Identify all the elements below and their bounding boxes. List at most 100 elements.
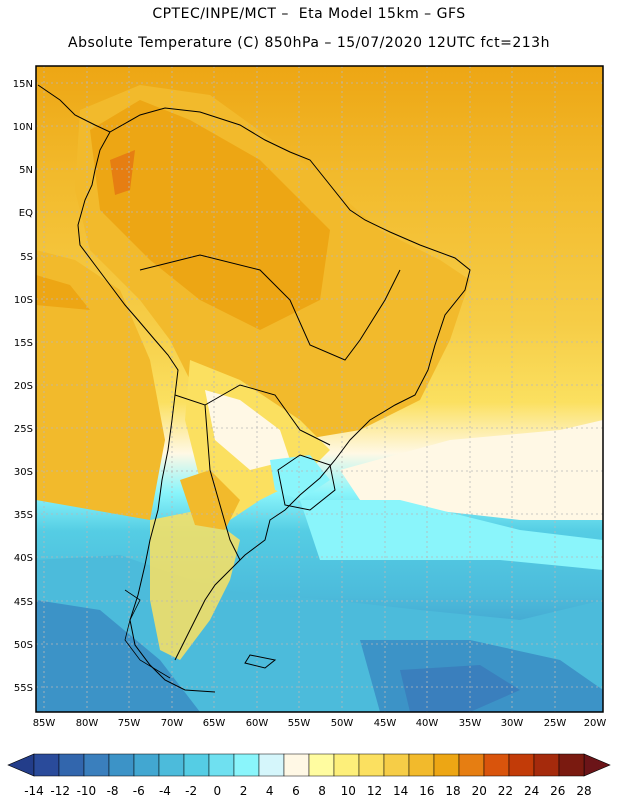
colorbar-label: -12 bbox=[50, 784, 70, 798]
colorbar-label: 14 bbox=[393, 784, 408, 798]
map-title-line-1: CPTEC/INPE/MCT – Eta Model 15km – GFS bbox=[152, 6, 466, 22]
atlantic-cyan-band bbox=[300, 500, 603, 570]
colorbar-cell bbox=[508, 753, 535, 777]
colorbar-cell bbox=[233, 753, 260, 777]
chaco-cool-patch bbox=[205, 390, 290, 470]
colorbar-cell bbox=[333, 753, 360, 777]
colorbar-label: -14 bbox=[24, 784, 44, 798]
colorbar-cell bbox=[308, 753, 335, 777]
lon-label: 70W bbox=[161, 718, 184, 729]
colorbar-cell bbox=[533, 753, 560, 777]
colorbar-cell bbox=[133, 753, 160, 777]
uruguay-outline bbox=[277, 454, 336, 511]
colorbar-label: -10 bbox=[77, 784, 97, 798]
colorbar-label: -4 bbox=[159, 784, 171, 798]
colorbar-label: -8 bbox=[107, 784, 119, 798]
colorbar-label: 22 bbox=[498, 784, 513, 798]
colorbar-cell bbox=[158, 753, 185, 777]
southern-border bbox=[174, 384, 331, 446]
colorbar-cell bbox=[108, 753, 135, 777]
lon-label: 35W bbox=[459, 718, 482, 729]
colorbar-cell bbox=[208, 753, 235, 777]
amazon-border bbox=[139, 254, 401, 361]
lon-label: 30W bbox=[501, 718, 524, 729]
colorbar-label: 20 bbox=[472, 784, 487, 798]
colorbar-label: 18 bbox=[445, 784, 460, 798]
colorbar-cell bbox=[33, 753, 60, 777]
lon-label: 55W bbox=[288, 718, 311, 729]
patagonia-warm-strip bbox=[150, 510, 240, 660]
west-coastline bbox=[37, 84, 216, 693]
colorbar-cell bbox=[358, 753, 385, 777]
lat-label: 50S bbox=[14, 640, 33, 651]
lat-label: 10S bbox=[14, 295, 33, 306]
lat-label: 30S bbox=[14, 467, 33, 478]
lon-label: 40W bbox=[416, 718, 439, 729]
colorbar-cell bbox=[183, 753, 210, 777]
colorbar-cell bbox=[58, 753, 85, 777]
colorbar: -14 -12 -10 -8 -6 -4 -2 0 2 4 6 8 10 12 14 16 18 20 22 24 26… bbox=[7, 753, 611, 798]
colorbar-label: 6 bbox=[292, 784, 300, 798]
lat-label: EQ bbox=[19, 208, 33, 219]
coastline-and-borders bbox=[37, 84, 471, 693]
colorbar-cell bbox=[283, 753, 310, 777]
lon-label: 75W bbox=[118, 718, 141, 729]
pacific-hot-patch bbox=[36, 275, 90, 310]
colorbar-cell bbox=[408, 753, 435, 777]
colorbar-label: 12 bbox=[367, 784, 382, 798]
pacific-warm-zone bbox=[36, 250, 165, 520]
colorbar-over-arrow bbox=[583, 753, 611, 777]
lat-label: 25S bbox=[14, 424, 33, 435]
atlantic-pale-band bbox=[340, 420, 603, 520]
colorbar-under-arrow bbox=[7, 753, 35, 777]
colorbar-cell bbox=[383, 753, 410, 777]
lon-label: 50W bbox=[331, 718, 354, 729]
colorbar-cell bbox=[83, 753, 110, 777]
lon-label: 80W bbox=[76, 718, 99, 729]
colorbar-label: 4 bbox=[266, 784, 274, 798]
temperature-field bbox=[36, 66, 603, 712]
colorbar-label: 8 bbox=[318, 784, 326, 798]
cuyo-warm-patch bbox=[180, 470, 240, 530]
falklands bbox=[244, 654, 277, 669]
lon-label: 60W bbox=[246, 718, 269, 729]
patagonia-islands bbox=[124, 589, 171, 679]
lat-label: 45S bbox=[14, 597, 33, 608]
colorbar-label: 10 bbox=[341, 784, 356, 798]
map-title-line-2: Absolute Temperature (C) 850hPa – 15/07/… bbox=[68, 35, 550, 51]
lat-label: 15S bbox=[14, 338, 33, 349]
lat-label: 5N bbox=[19, 165, 33, 176]
colorbar-label: 2 bbox=[240, 784, 248, 798]
southeast-pacific-colder bbox=[36, 600, 200, 712]
lon-label: 25W bbox=[544, 718, 567, 729]
lat-label: 35S bbox=[14, 510, 33, 521]
lon-label: 85W bbox=[33, 718, 56, 729]
south-atlantic-coldest bbox=[400, 665, 520, 712]
lon-label: 45W bbox=[374, 718, 397, 729]
lat-label: 40S bbox=[14, 553, 33, 564]
colorbar-label: 24 bbox=[524, 784, 539, 798]
colorbar-label: 16 bbox=[419, 784, 434, 798]
east-coastline bbox=[109, 107, 471, 661]
lat-label: 5S bbox=[20, 252, 33, 263]
amazon-hot-zone bbox=[90, 100, 330, 330]
colorbar-label: -2 bbox=[185, 784, 197, 798]
colorbar-cell bbox=[258, 753, 285, 777]
colorbar-label: 0 bbox=[214, 784, 222, 798]
lat-label: 10N bbox=[13, 122, 33, 133]
lon-label: 65W bbox=[203, 718, 226, 729]
lat-label: 20S bbox=[14, 381, 33, 392]
lon-label: 20W bbox=[584, 718, 607, 729]
map-frame bbox=[35, 65, 604, 713]
uruguay-cold-patch bbox=[270, 455, 330, 500]
colorbar-cell bbox=[558, 753, 585, 777]
colorbar-label: 28 bbox=[576, 784, 591, 798]
colorbar-label: 26 bbox=[550, 784, 565, 798]
colorbar-cell bbox=[433, 753, 460, 777]
colorbar-label: -6 bbox=[133, 784, 145, 798]
colorbar-cell bbox=[458, 753, 485, 777]
argentina-border bbox=[204, 404, 241, 561]
lat-label: 55S bbox=[14, 683, 33, 694]
colorbar-cell bbox=[483, 753, 510, 777]
